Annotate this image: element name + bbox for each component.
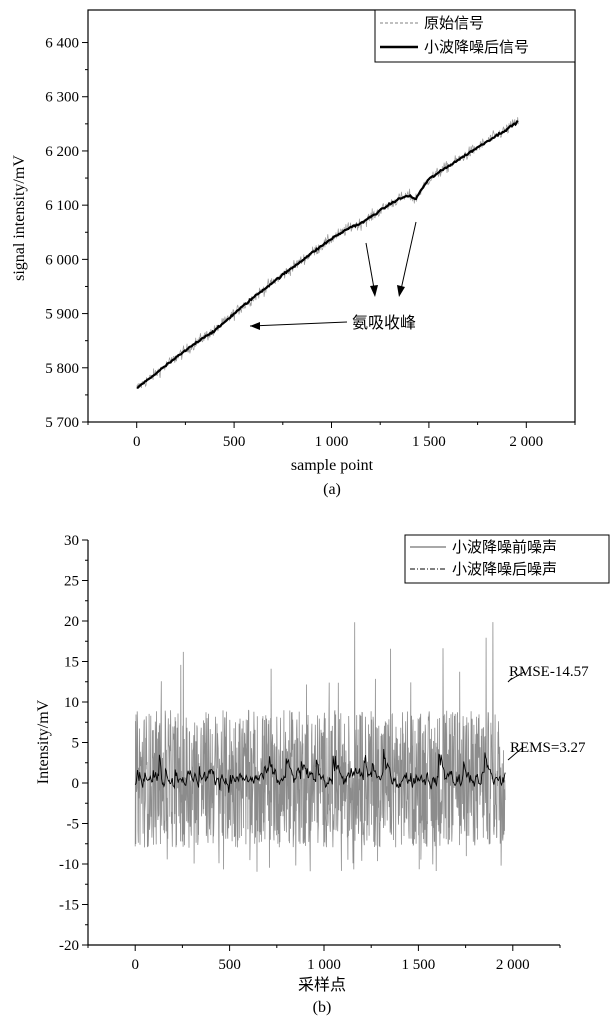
panel-a-legend-box xyxy=(374,9,576,63)
annotation-arrowhead-mid xyxy=(370,285,378,297)
noise-after-line xyxy=(134,748,506,793)
panel-a-denoised-signal-series xyxy=(136,120,519,389)
panel-b-xtick-label: 1 000 xyxy=(307,957,341,973)
panel-a-ytick-label: 6 300 xyxy=(45,90,79,106)
panel-b-xtick-label: 2 000 xyxy=(496,957,530,973)
panel-b-ytick-label: 5 xyxy=(72,736,80,752)
panel-b-noise-before-series xyxy=(134,622,506,872)
panel-b-ytick-label: -10 xyxy=(59,857,79,873)
panel-a-ytick-label: 5 900 xyxy=(45,307,79,323)
panel-a-label: (a) xyxy=(323,481,341,498)
panel-b-chart: 0 500 1 000 1 500 2 000 -20 -15 -10 -5 0 5 10 15 20 25… xyxy=(35,533,610,1016)
annotation-arrow-right xyxy=(399,221,417,295)
legend-noise-after-label: 小波降噪后噪声 xyxy=(452,560,557,578)
panel-a-xtick-label: 1 000 xyxy=(315,434,349,450)
panel-a-ytick-label: 6 200 xyxy=(45,144,79,160)
panel-b-xtick-label: 500 xyxy=(218,957,241,973)
panel-a-ticks: 0 500 1 000 1 500 2 000 5 700 5 800 5 900 6 000 6… xyxy=(45,36,576,450)
panel-a-ytick-label: 6 100 xyxy=(45,198,79,214)
panel-b-ytick-label: 30 xyxy=(64,533,79,549)
panel-b-xtick-label: 1 500 xyxy=(402,957,436,973)
panel-a-ylabel: signal intensity/mV xyxy=(11,155,28,281)
panel-b-ytick-label: 25 xyxy=(64,574,79,590)
panel-b-ytick-label: -5 xyxy=(67,817,80,833)
panel-a-legend: 原始信号 小波降噪后信号 xyxy=(374,9,576,63)
rmse-label: RMSE-14.57 xyxy=(509,664,589,680)
annotation-arrowhead-right xyxy=(397,285,405,297)
panel-a-xtick-label: 0 xyxy=(133,434,141,450)
panel-a-xtick-label: 2 000 xyxy=(509,434,543,450)
legend-noise-before-label: 小波降噪前噪声 xyxy=(452,538,557,556)
panel-b-ytick-label: -20 xyxy=(59,938,79,954)
panel-b-ytick-label: 10 xyxy=(64,695,79,711)
rems-label: REMS=3.27 xyxy=(510,740,586,756)
panel-b-ticks: 0 500 1 000 1 500 2 000 -20 -15 -10 -5 0 5 10 15 20 25… xyxy=(59,533,561,973)
panel-b-annotations: RMSE-14.57 REMS=3.27 xyxy=(507,664,589,761)
panel-b-xtick-label: 0 xyxy=(131,957,139,973)
panel-a-chart: 0 500 1 000 1 500 2 000 5 700 5 800 5 900 6 000 6… xyxy=(11,9,576,498)
annotation-arrow-mid xyxy=(365,242,376,295)
annotation-arrowhead-left xyxy=(250,322,260,330)
noise-before-line xyxy=(134,622,506,872)
panel-b-xlabel: 采样点 xyxy=(298,975,346,994)
rems-pointer-line xyxy=(507,747,523,761)
panel-b-axes xyxy=(87,540,560,946)
panel-a-xtick-label: 500 xyxy=(223,434,246,450)
panel-b-ytick-label: 0 xyxy=(72,776,80,792)
panel-a-xlabel: sample point xyxy=(291,457,374,474)
panel-b-legend: 小波降噪前噪声 小波降噪后噪声 xyxy=(404,534,610,584)
panel-b-legend-box xyxy=(404,534,610,584)
panel-b-ylabel: Intensity/mV xyxy=(35,699,52,784)
panel-b-label: (b) xyxy=(313,999,332,1016)
legend-denoised-signal-label: 小波降噪后信号 xyxy=(424,38,529,56)
panel-b-noise-after-series xyxy=(134,748,506,793)
annotation-ammonia-peak-label: 氨吸收峰 xyxy=(352,313,416,332)
denoised-signal-line xyxy=(136,120,519,389)
panel-a-annotation: 氨吸收峰 xyxy=(249,221,417,332)
panel-b-ytick-label: -15 xyxy=(59,898,79,914)
panel-a-ytick-label: 5 800 xyxy=(45,361,79,377)
panel-b-ytick-label: 15 xyxy=(64,655,79,671)
panel-a-ytick-label: 6 000 xyxy=(45,252,79,268)
annotation-arrow-left xyxy=(249,321,348,327)
panel-a-xtick-label: 1 500 xyxy=(412,434,446,450)
rmse-pointer xyxy=(509,671,525,681)
panel-a-ytick-label: 6 400 xyxy=(45,36,79,52)
legend-raw-signal-label: 原始信号 xyxy=(424,14,484,32)
panel-a-ytick-label: 5 700 xyxy=(45,415,79,431)
rmse-pointer-line xyxy=(507,677,513,683)
panel-a-plot-frame xyxy=(87,9,576,423)
panel-b-ytick-label: 20 xyxy=(64,614,79,630)
